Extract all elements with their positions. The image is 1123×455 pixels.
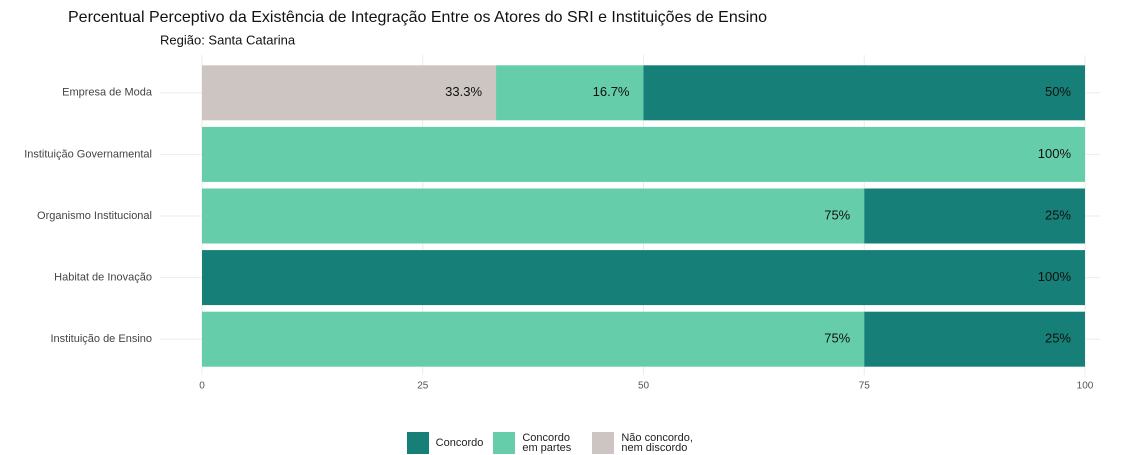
chart: Percentual Perceptivo da Existência de I… <box>24 9 1100 392</box>
y-tick-label: Instituição Governamental <box>24 148 152 160</box>
value-label: 33.3% <box>445 84 482 99</box>
value-label: 25% <box>1045 207 1071 222</box>
bar-segment <box>496 65 644 121</box>
legend-label: Concordo <box>435 437 484 449</box>
legend: Concordo Concordo em partes Não concordo, … <box>0 432 1123 454</box>
y-tick-label: Instituição de Ensino <box>50 333 152 345</box>
value-label: 16.7% <box>593 84 630 99</box>
value-label: 100% <box>1038 146 1072 161</box>
bar-segment <box>202 126 1085 182</box>
x-tick-label: 25 <box>417 381 429 392</box>
bar-segment <box>202 250 1085 306</box>
value-label: 75% <box>824 331 850 346</box>
legend-item: Concordo <box>406 432 484 454</box>
legend-label: Não concordo, nem discordo <box>621 432 693 454</box>
legend-label: Concordo em partes <box>522 432 572 454</box>
x-tick-label: 50 <box>638 381 650 392</box>
legend-swatch <box>406 432 429 454</box>
legend-item: Concordo em partes <box>493 432 582 454</box>
bar-segment <box>643 65 1085 121</box>
y-tick-label: Organismo Institucional <box>37 210 152 222</box>
chart-title: Percentual Perceptivo da Existência de I… <box>68 9 767 26</box>
y-tick-label: Habitat de Inovação <box>54 272 152 284</box>
legend-swatch <box>493 432 516 454</box>
y-tick-label: Empresa de Moda <box>62 87 153 99</box>
value-label: 75% <box>824 207 850 222</box>
value-label: 50% <box>1045 84 1071 99</box>
bar-segment <box>202 311 865 367</box>
bar-segment <box>864 188 1085 244</box>
x-tick-label: 75 <box>859 381 871 392</box>
bar-segment <box>202 65 497 121</box>
chart-subtitle: Região: Santa Catarina <box>160 32 296 47</box>
x-tick-label: 100 <box>1077 381 1094 392</box>
bar-segment <box>864 311 1085 367</box>
x-tick-label: 0 <box>199 381 205 392</box>
bar-segment <box>202 188 865 244</box>
legend-swatch <box>592 432 615 454</box>
value-label: 100% <box>1038 269 1072 284</box>
legend-item: Não concordo, nem discordo <box>592 432 716 454</box>
value-label: 25% <box>1045 331 1071 346</box>
